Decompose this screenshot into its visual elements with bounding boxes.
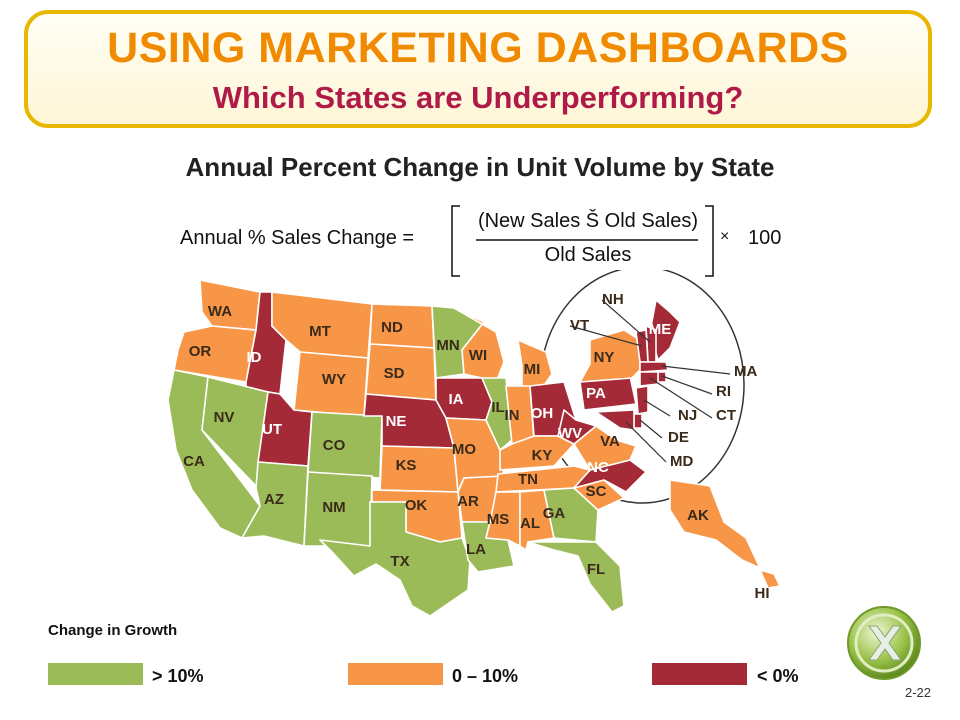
state-label-nc: NC — [587, 459, 609, 476]
excel-logo-icon — [847, 606, 921, 680]
state-label-ut: UT — [262, 421, 282, 438]
legend-label-orange: 0 – 10% — [452, 666, 519, 686]
state-wv — [557, 409, 597, 445]
callout-line-vt — [569, 325, 643, 347]
legend-swatch-green — [48, 663, 143, 685]
state-label-nm: NM — [322, 499, 345, 516]
formula-factor: 100 — [748, 227, 782, 249]
callout-label-ma: MA — [734, 363, 757, 380]
state-label-ne: NE — [386, 413, 407, 430]
state-fl — [527, 541, 625, 613]
state-label-sc: SC — [586, 483, 607, 500]
map-title: Annual Percent Change in Unit Volume by … — [185, 152, 775, 182]
callout-line-de — [639, 419, 663, 439]
state-label-mn: MN — [436, 337, 459, 354]
callout-line-md — [625, 421, 667, 463]
state-hi — [759, 569, 781, 589]
state-label-co: CO — [323, 437, 346, 454]
state-label-mi: MI — [524, 361, 541, 378]
state-ga — [543, 487, 599, 543]
formula-brackets — [451, 205, 714, 277]
callout-label-nh: NH — [602, 291, 624, 308]
callout-line-nh — [601, 299, 651, 343]
title-box: USING MARKETING DASHBOARDS Which States … — [24, 10, 932, 128]
state-label-ga: GA — [543, 505, 566, 522]
state-label-al: AL — [520, 515, 540, 532]
state-label-nv: NV — [214, 409, 235, 426]
formula-lhs: Annual % Sales Change = — [180, 227, 415, 249]
state-label-ia: IA — [449, 391, 464, 408]
state-label-ak: AK — [687, 507, 709, 524]
state-label-ok: OK — [405, 497, 428, 514]
state-label-il: IL — [491, 399, 504, 416]
state-label-oh: OH — [531, 405, 554, 422]
state-label-pa: PA — [586, 385, 606, 402]
state-tx — [319, 501, 471, 617]
callout-label-vt: VT — [570, 317, 589, 334]
formula-numerator: (New Sales Š Old Sales) — [477, 210, 699, 232]
state-label-wy: WY — [322, 371, 346, 388]
callout-line-ri — [661, 375, 713, 395]
formula-multiply: × — [720, 228, 730, 245]
state-label-tx: TX — [390, 553, 409, 570]
state-label-va: VA — [600, 433, 620, 450]
page-number: 2-22 — [905, 685, 932, 700]
state-label-ny: NY — [594, 349, 615, 366]
state-label-mt: MT — [309, 323, 331, 340]
us-states-map: WA OR CA ID NV MT WY UT AZ CO NM ND SD NE KS OK TX MN IA MO… — [167, 270, 781, 617]
state-ks — [379, 445, 459, 493]
state-label-in: IN — [505, 407, 520, 424]
state-ia — [435, 377, 493, 421]
callout-label-de: DE — [668, 429, 689, 446]
state-label-ms: MS — [487, 511, 510, 528]
state-label-me: ME — [649, 321, 672, 338]
callout-label-ri: RI — [716, 383, 731, 400]
state-label-hi: HI — [755, 585, 770, 602]
callout-label-ct: CT — [716, 407, 736, 424]
callout-label-nj: NJ — [678, 407, 697, 424]
state-label-ar: AR — [457, 493, 479, 510]
legend-swatch-orange — [348, 663, 443, 685]
sales-change-formula: Annual % Sales Change = (New Sales Š Old… — [180, 202, 800, 280]
state-ma — [639, 361, 669, 373]
state-ny — [579, 329, 641, 383]
legend-label-red: < 0% — [757, 666, 799, 686]
state-label-az: AZ — [264, 491, 284, 508]
state-label-mo: MO — [452, 441, 476, 458]
page-title: USING MARKETING DASHBOARDS — [107, 24, 849, 72]
state-label-wi: WI — [469, 347, 487, 364]
state-label-or: OR — [189, 343, 212, 360]
formula-denominator: Old Sales — [544, 244, 632, 266]
state-label-nd: ND — [381, 319, 403, 336]
legend-label-green: > 10% — [152, 666, 204, 686]
legend-title: Change in Growth — [48, 622, 178, 639]
state-label-sd: SD — [384, 365, 405, 382]
page-subtitle: Which States are Underperforming? — [212, 80, 744, 115]
callout-line-nj — [643, 399, 671, 417]
state-label-ca: CA — [183, 453, 205, 470]
state-label-wa: WA — [208, 303, 232, 320]
state-ak — [669, 479, 761, 569]
state-label-fl: FL — [587, 561, 605, 578]
state-md — [595, 409, 635, 431]
state-label-wv: WV — [558, 425, 582, 442]
state-label-ks: KS — [396, 457, 417, 474]
state-nj — [635, 385, 649, 415]
callout-line-ma — [661, 365, 731, 375]
callout-label-md: MD — [670, 453, 693, 470]
legend-swatch-red — [652, 663, 747, 685]
state-label-tn: TN — [518, 471, 538, 488]
state-label-id: ID — [247, 349, 262, 366]
callout-line-ct — [649, 377, 713, 419]
state-label-la: LA — [466, 541, 486, 558]
state-label-ky: KY — [532, 447, 553, 464]
state-ct — [639, 371, 659, 387]
